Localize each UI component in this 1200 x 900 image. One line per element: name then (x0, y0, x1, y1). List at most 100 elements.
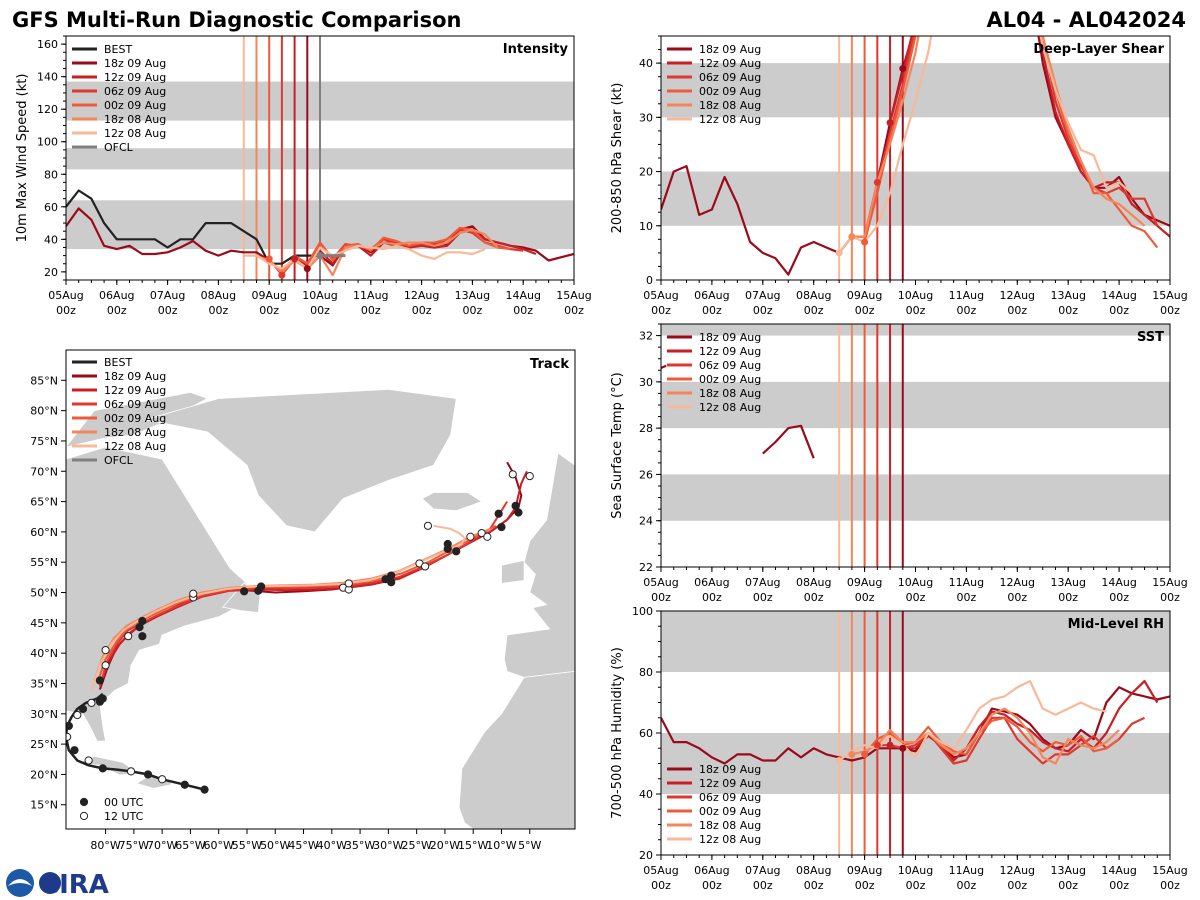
rh-legend-label-18z-08-aug: 18z 08 Aug (699, 819, 761, 832)
shear-xtick-label: 10Aug (898, 289, 933, 302)
track-legend-label-18z-09-aug: 18z 09 Aug (104, 370, 166, 383)
track-map-area (66, 388, 575, 829)
track-xtick-label: 60°W (204, 839, 234, 852)
rh-series-18z-08-aug (851, 707, 1120, 765)
rh-xtick-label: 08Aug (796, 864, 831, 877)
sst-xtick-label: 10Aug (898, 576, 933, 589)
intensity-xtick-label-hour: 00z (158, 304, 178, 317)
sst-title: SST (1137, 330, 1164, 345)
sst-xtick-label-hour: 00z (651, 591, 671, 604)
track-legend-label-06z-09-aug: 06z 09 Aug (104, 398, 166, 411)
track-marker-12-utc (158, 775, 167, 784)
shear-xtick-label-hour: 00z (702, 304, 722, 317)
figure-title: GFS Multi-Run Diagnostic Comparison (12, 8, 461, 32)
track-marker-12-utc (508, 470, 517, 479)
intensity-xtick-label-hour: 00z (564, 304, 584, 317)
shear-series-18z-09-aug (661, 36, 914, 276)
intensity-ytick-label: 120 (37, 103, 58, 116)
sst-xtick-label-hour: 00z (753, 591, 773, 604)
track-marker-00-utc (98, 694, 107, 703)
rh-marker-12z-09-aug (886, 741, 894, 749)
rh-xtick-label: 09Aug (847, 864, 882, 877)
rh-title: Mid-Level RH (1068, 617, 1164, 632)
track-marker-00-utc (257, 582, 266, 591)
shear-marker-06z-09-aug (873, 178, 881, 186)
track-ytick-label: 30°N (30, 708, 58, 721)
rh-xtick-label-hour: 00z (702, 879, 722, 892)
track-xtick-label: 20°W (430, 839, 460, 852)
rh-legend-label-18z-09-aug: 18z 09 Aug (699, 763, 761, 776)
shear-ytick-label: 40 (639, 57, 653, 70)
intensity-xtick-label-hour: 00z (361, 304, 381, 317)
shear-series-00z-09-aug (863, 36, 917, 243)
intensity-ytick-label: 100 (37, 136, 58, 149)
sst-ytick-label: 32 (639, 330, 653, 343)
track-ytick-label: 50°N (30, 587, 58, 600)
intensity-xtick-label-hour: 00z (56, 304, 76, 317)
track-legend-label-ofcl: OFCL (104, 454, 134, 467)
rh-ytick-label: 80 (639, 666, 653, 679)
sst-legend-label-12z-08-aug: 12z 08 Aug (699, 401, 761, 414)
track-frame (65, 349, 576, 830)
rh-ytick-label: 100 (632, 605, 653, 618)
intensity-xtick-label: 06Aug (99, 289, 134, 302)
sst-xtick-label: 11Aug (949, 576, 984, 589)
shear-legend-label-00z-09-aug: 00z 09 Aug (699, 85, 761, 98)
rh-xtick-label: 15Aug (1152, 864, 1187, 877)
sst-band (661, 324, 1170, 336)
intensity-xtick-label: 05Aug (48, 289, 83, 302)
rh-xtick-label-hour: 00z (753, 879, 773, 892)
intensity-title: Intensity (503, 42, 569, 57)
africa-land (458, 670, 575, 829)
rh-xtick-label-hour: 00z (1058, 879, 1078, 892)
track-marker-legend-swatch-00-utc (79, 797, 89, 807)
sst-xtick-label-hour: 00z (1109, 591, 1129, 604)
intensity-series-best (66, 189, 320, 265)
track-xtick-label: 65°W (175, 839, 205, 852)
track-xtick-label: 15°W (458, 839, 488, 852)
rh-xtick-label: 11Aug (949, 864, 984, 877)
sst-xtick-label: 12Aug (1000, 576, 1035, 589)
intensity-xtick-label: 07Aug (150, 289, 185, 302)
shear-xtick-label-hour: 00z (1007, 304, 1027, 317)
shear-series-12z-09-aug (1038, 36, 1170, 238)
track-marker-00-utc (135, 622, 144, 632)
intensity-marker-18z-09-aug (303, 265, 311, 273)
intensity-xtick-label: 11Aug (353, 289, 388, 302)
rh-xtick-label: 14Aug (1101, 864, 1136, 877)
intensity-ytick-label: 160 (37, 38, 58, 51)
europe-land (503, 452, 575, 678)
sst-xtick-label: 09Aug (847, 576, 882, 589)
shear-xtick-label-hour: 00z (804, 304, 824, 317)
sst-xtick-label-hour: 00z (804, 591, 824, 604)
cira-logo: CIRA (6, 869, 109, 900)
intensity-xtick-label: 08Aug (201, 289, 236, 302)
track-marker-12-utc (66, 732, 72, 741)
rh-marker-18z-09-aug (899, 744, 907, 752)
rh-xtick-label: 07Aug (745, 864, 780, 877)
shear-ytick-label: 30 (639, 111, 653, 124)
sst-ytick-label: 28 (639, 422, 653, 435)
intensity-xtick-label: 12Aug (404, 289, 439, 302)
intensity-plot-area (66, 36, 574, 280)
shear-title: Deep-Layer Shear (1033, 42, 1164, 57)
shear-xtick-label-hour: 00z (906, 304, 926, 317)
intensity-xtick-label-hour: 00z (463, 304, 483, 317)
intensity-legend-label-18z-09-aug: 18z 09 Aug (104, 57, 166, 70)
shear-series-18z-08-aug (1041, 36, 1146, 227)
intensity-ylabel: 10m Max Wind Speed (kt) (15, 74, 30, 243)
panels: 2040608010012014016005Aug00z06Aug00z07Au… (15, 35, 1188, 892)
sst-series-18z-09-aug (661, 364, 667, 370)
track-xtick-label: 30°W (373, 839, 403, 852)
rh-band (661, 611, 1170, 672)
rh-xtick-label: 13Aug (1050, 864, 1085, 877)
shear-xtick-label-hour: 00z (1160, 304, 1180, 317)
track-marker-00-utc (98, 764, 107, 773)
track-ytick-label: 85°N (30, 374, 58, 387)
shear-series-12z-08-aug (838, 36, 933, 254)
rh-xtick-label-hour: 00z (855, 879, 875, 892)
rh-series-18z-09-aug (661, 686, 1170, 765)
